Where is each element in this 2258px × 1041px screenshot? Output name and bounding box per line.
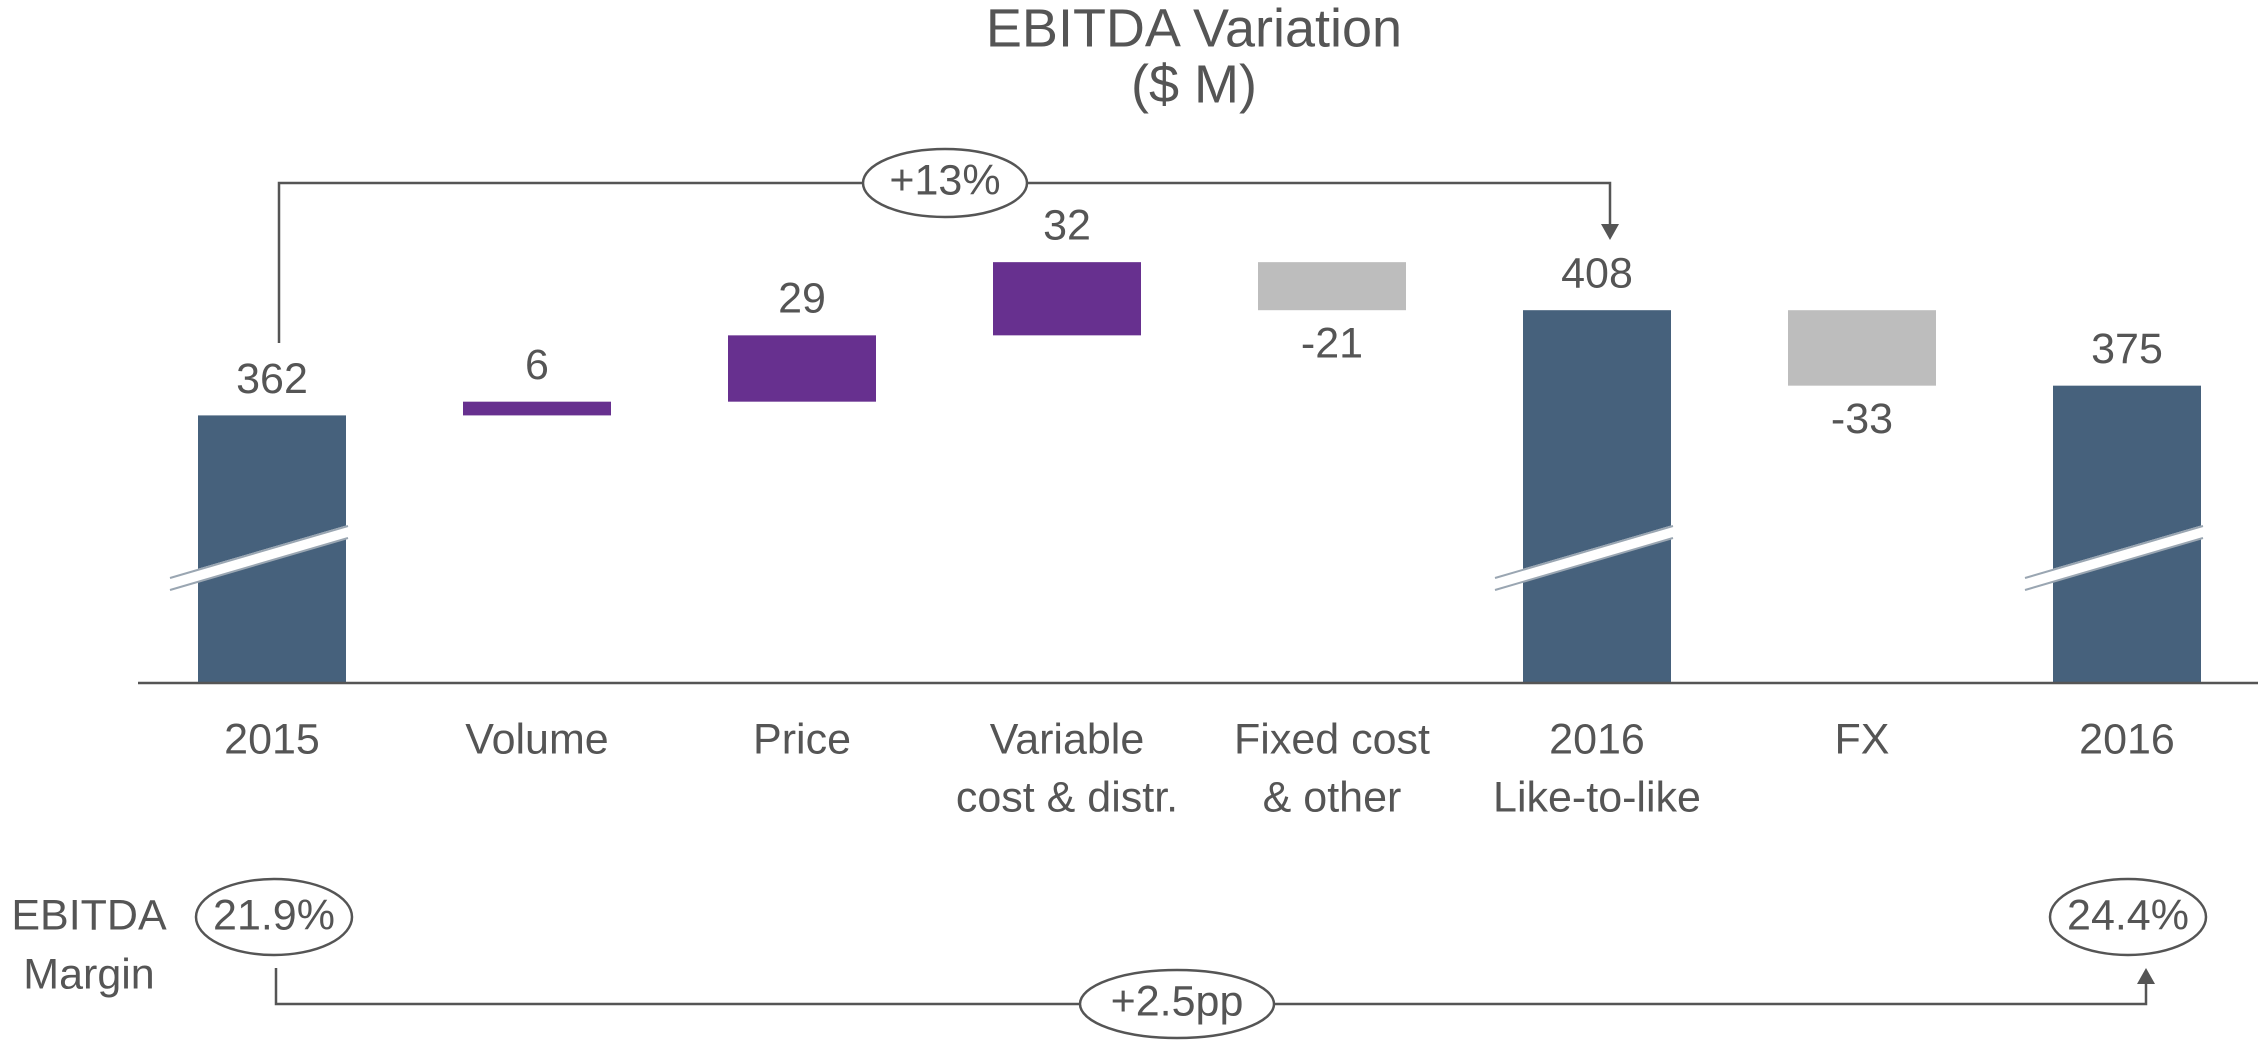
value-label: 6: [525, 341, 549, 389]
x-tick-label: Like-to-like: [1493, 773, 1701, 821]
x-tick-label: Fixed cost: [1234, 715, 1430, 763]
x-tick-label: Volume: [465, 715, 608, 763]
axis-break: [169, 537, 349, 591]
chart-title: EBITDA Variation: [986, 0, 1402, 58]
value-label: 408: [1561, 250, 1633, 298]
margin-bubble: [194, 877, 354, 957]
margin-bubble: [2048, 877, 2208, 957]
value-label: 375: [2091, 325, 2163, 373]
bar: [1788, 310, 1936, 386]
x-tick-label: & other: [1263, 773, 1402, 821]
margin-label: EBITDA: [11, 891, 167, 939]
bar: [1523, 310, 1671, 683]
x-tick-label: 2016: [1549, 715, 1645, 763]
x-tick-label: 2016: [2079, 715, 2175, 763]
axis-break: [1494, 525, 1674, 579]
change-bubble: [1078, 968, 1276, 1040]
x-tick-label: cost & distr.: [956, 773, 1178, 821]
axis-break: [169, 525, 349, 579]
growth-label: +13%: [889, 156, 1000, 204]
axis-break: [2024, 537, 2204, 591]
margin-change: +2.5pp: [1111, 977, 1244, 1025]
margin-value: 24.4%: [2067, 891, 2189, 939]
x-tick-label: FX: [1835, 715, 1890, 763]
arrow-head: [2137, 968, 2155, 984]
bar: [728, 335, 876, 402]
bar: [463, 401, 611, 416]
margin-value: 21.9%: [213, 891, 335, 939]
value-label: -21: [1301, 320, 1363, 368]
axis-break: [1494, 537, 1674, 591]
value-label: 29: [778, 275, 826, 323]
axis-break: [170, 526, 348, 590]
value-label: 362: [236, 355, 308, 403]
axis-break: [1495, 526, 1673, 590]
bar: [993, 262, 1141, 336]
arrow-head: [1601, 224, 1619, 240]
margin-label: Margin: [23, 950, 154, 998]
value-label: 32: [1043, 202, 1091, 250]
axis-break: [2025, 526, 2203, 590]
chart-subtitle: ($ M): [1131, 54, 1257, 114]
x-tick-label: Price: [753, 715, 851, 763]
axis-break: [2024, 525, 2204, 579]
x-tick-label: 2015: [224, 715, 320, 763]
bar: [1258, 262, 1406, 311]
x-tick-label: Variable: [990, 715, 1145, 763]
value-label: -33: [1831, 395, 1893, 443]
growth-bubble: [861, 147, 1029, 219]
